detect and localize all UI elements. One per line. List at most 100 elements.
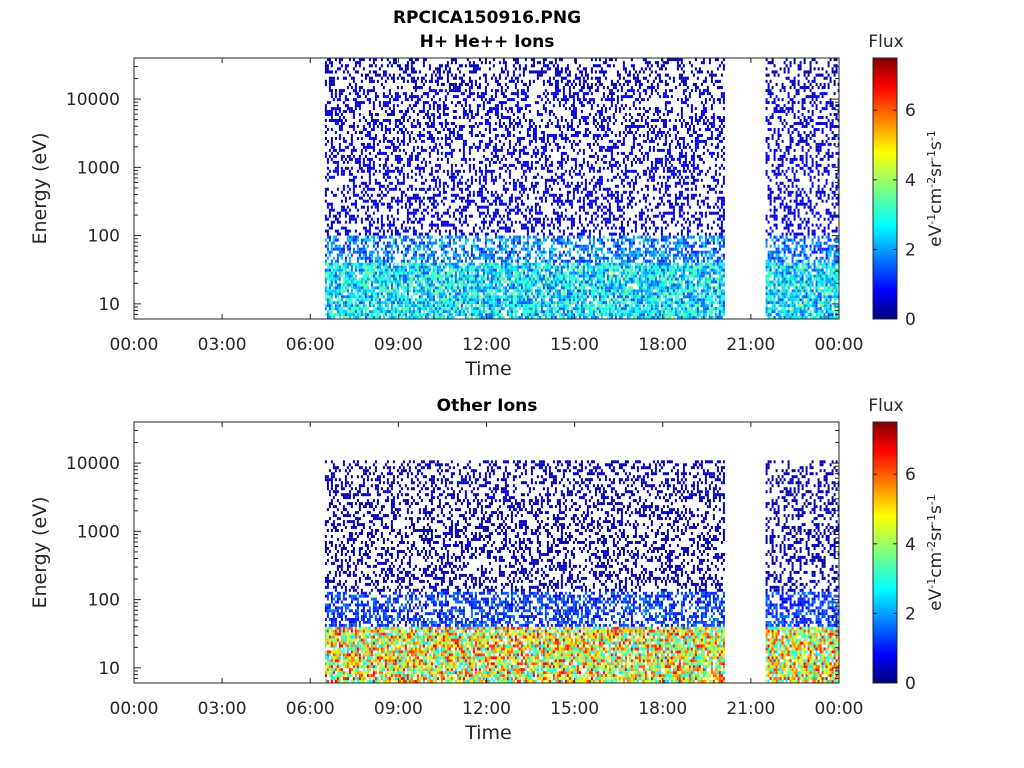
heatmap-cell (406, 163, 409, 167)
heatmap-cell (520, 289, 523, 293)
heatmap-cell (326, 58, 329, 62)
heatmap-cell (454, 163, 457, 167)
heatmap-cell (328, 70, 331, 74)
heatmap-cell (556, 181, 559, 185)
heatmap-cell (422, 92, 425, 96)
heatmap-cell (398, 67, 401, 71)
heatmap-cell (362, 244, 365, 248)
heatmap-cell (482, 95, 485, 99)
heatmap-cell (416, 95, 419, 99)
heatmap-cell (328, 119, 331, 122)
heatmap-cell (380, 247, 383, 251)
heatmap-cell (516, 116, 519, 119)
heatmap-cell (502, 292, 505, 296)
heatmap-cell (442, 244, 445, 248)
heatmap-cell (406, 67, 409, 71)
heatmap-cell (350, 139, 353, 143)
heatmap-cell (494, 274, 497, 278)
heatmap-cell (334, 131, 337, 134)
heatmap-cell (456, 193, 459, 197)
heatmap-cell (330, 259, 333, 263)
heatmap-cell (408, 205, 411, 209)
heatmap-cell (468, 256, 471, 260)
heatmap-cell (386, 95, 389, 99)
heatmap-cell (364, 247, 367, 251)
heatmap-cell (462, 244, 465, 248)
heatmap-cell (454, 137, 457, 140)
heatmap-cell (516, 253, 519, 257)
heatmap-cell (352, 313, 355, 317)
heatmap-cell (406, 280, 409, 284)
heatmap-cell (436, 277, 439, 281)
heatmap-cell (438, 181, 441, 185)
heatmap-cell (432, 116, 435, 119)
heatmap-cell (438, 70, 441, 74)
heatmap-cell (498, 286, 501, 290)
heatmap-cell (352, 79, 355, 83)
heatmap-cell (348, 157, 351, 161)
heatmap-cell (330, 289, 333, 293)
heatmap-cell (530, 271, 533, 275)
heatmap-cell (426, 122, 429, 125)
heatmap-cell (520, 89, 523, 93)
heatmap-cell (434, 145, 437, 149)
heatmap-cell (438, 163, 441, 167)
heatmap-cell (354, 89, 357, 93)
heatmap-cell (458, 217, 461, 221)
heatmap-cell (328, 265, 331, 269)
heatmap-cell (514, 184, 517, 188)
heatmap-cell (406, 131, 409, 134)
heatmap-cell (486, 82, 489, 87)
heatmap-cell (346, 107, 349, 111)
heatmap-cell (446, 304, 449, 308)
heatmap-cell (430, 220, 433, 224)
heatmap-cell (362, 125, 365, 128)
heatmap-cell (420, 259, 423, 263)
heatmap-cell (508, 134, 511, 137)
heatmap-cell (534, 289, 537, 293)
heatmap-cell (458, 205, 461, 209)
heatmap-cell (468, 313, 471, 317)
heatmap-cell (444, 67, 447, 71)
heatmap-cell (460, 163, 463, 167)
heatmap-cell (418, 244, 421, 248)
heatmap-cell (540, 70, 543, 74)
heatmap-cell (548, 134, 551, 137)
heatmap-cell (334, 137, 337, 140)
heatmap-cell (368, 70, 371, 74)
heatmap-cell (366, 169, 369, 173)
heatmap-cell (366, 184, 369, 188)
heatmap-cell (412, 265, 415, 269)
heatmap-cell (440, 283, 443, 287)
heatmap-cell (542, 151, 545, 155)
heatmap-cell (376, 301, 379, 305)
heatmap-cell (328, 89, 331, 93)
heatmap-cell (406, 211, 409, 215)
heatmap-cell (368, 289, 371, 293)
heatmap-cell (448, 244, 451, 248)
heatmap-cell (508, 217, 511, 221)
heatmap-cell (514, 187, 517, 191)
heatmap-cell (368, 310, 371, 314)
heatmap-cell (446, 289, 449, 293)
heatmap-cell (444, 292, 447, 296)
heatmap-cell (508, 256, 511, 260)
heatmap-cell (340, 307, 343, 311)
heatmap-cell (452, 95, 455, 99)
heatmap-cell (518, 122, 521, 125)
heatmap-cell (392, 128, 395, 131)
heatmap-cell (490, 202, 493, 206)
heatmap-cell (324, 229, 327, 233)
heatmap-cell (420, 301, 423, 305)
heatmap-cell (480, 274, 483, 278)
heatmap-cell (530, 70, 533, 74)
heatmap-cell (502, 101, 505, 105)
heatmap-cell (536, 101, 539, 105)
heatmap-cell (554, 217, 557, 221)
heatmap-cell (402, 283, 405, 287)
heatmap-cell (422, 265, 425, 269)
heatmap-cell (360, 277, 363, 281)
heatmap-cell (558, 134, 561, 137)
heatmap-cell (332, 256, 335, 260)
heatmap-cell (328, 280, 331, 284)
